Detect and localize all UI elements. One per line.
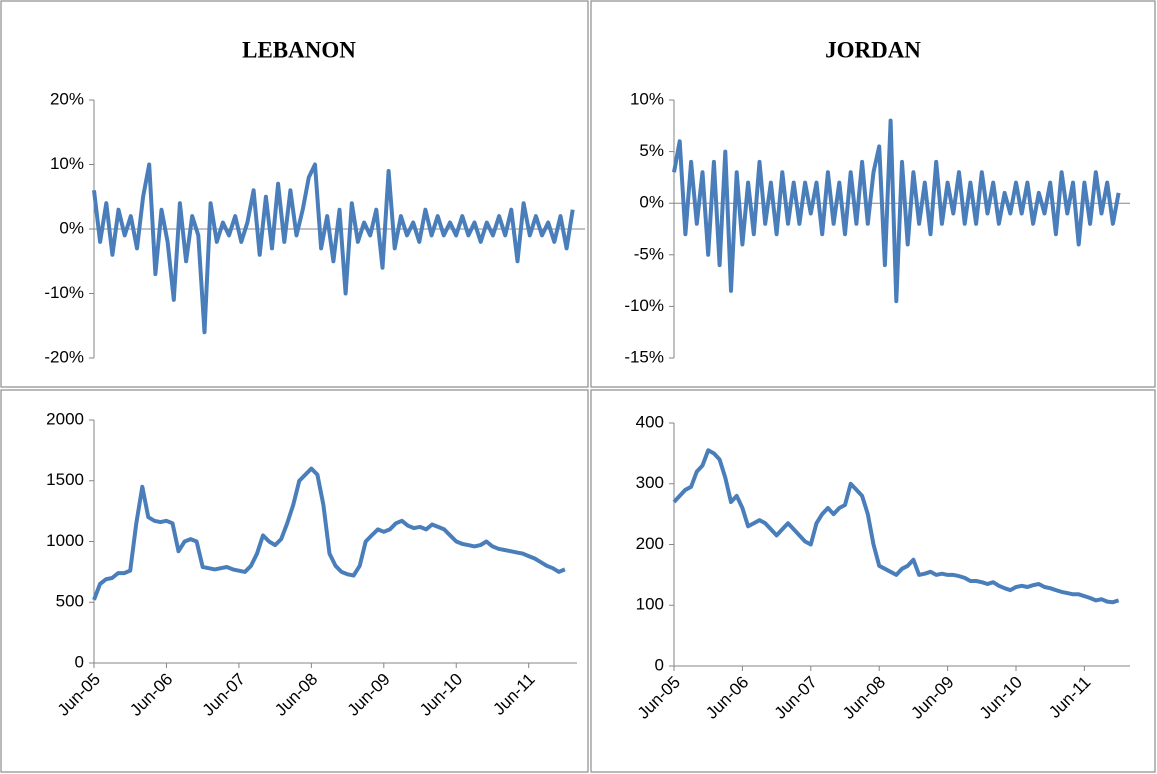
y-tick-label: 100 [636, 595, 664, 614]
x-tick-label: Jun-09 [344, 670, 394, 720]
x-tick-label: Jun-11 [489, 670, 538, 719]
x-tick-label: Jun-09 [907, 673, 957, 723]
data-line [92, 162, 575, 335]
x-tick-label: Jun-05 [634, 673, 684, 723]
x-tick-label: Jun-10 [976, 673, 1026, 723]
y-tick-label: -15% [624, 347, 664, 366]
x-tick-label: Jun-07 [771, 673, 821, 723]
y-tick-label: -20% [44, 347, 84, 366]
y-tick-label: 0 [655, 655, 664, 674]
y-tick-label: 1000 [46, 531, 84, 550]
panel-frame [0, 389, 589, 773]
y-tick-label: 20% [50, 89, 84, 108]
y-tick-label: 200 [636, 534, 664, 553]
chart-title: JORDAN [825, 37, 921, 62]
x-tick-label: Jun-08 [271, 670, 321, 720]
data-line [672, 448, 1120, 605]
x-tick-label: Jun-06 [126, 670, 176, 720]
data-line [92, 466, 566, 601]
x-tick-label: Jun-08 [839, 673, 889, 723]
x-tick-label: Jun-10 [416, 670, 466, 720]
y-tick-label: 0% [639, 193, 664, 212]
y-tick-label: 5% [639, 141, 664, 160]
y-tick-label: 1500 [46, 470, 84, 489]
x-tick-label: Jun-07 [199, 670, 249, 720]
y-tick-label: 500 [56, 592, 84, 611]
y-tick-label: -10% [44, 283, 84, 302]
y-tick-label: 10% [50, 154, 84, 173]
y-tick-label: -10% [624, 296, 664, 315]
panel-frame [590, 389, 1156, 773]
x-tick-label: Jun-11 [1045, 673, 1094, 722]
y-tick-label: 400 [636, 412, 664, 431]
y-tick-label: 0 [75, 652, 84, 671]
panel-frame [0, 0, 589, 388]
y-tick-label: 2000 [46, 409, 84, 428]
x-tick-label: Jun-05 [54, 670, 104, 720]
y-tick-label: 10% [630, 89, 664, 108]
panel-frame [590, 0, 1156, 388]
x-tick-label: Jun-06 [702, 673, 752, 723]
data-line [672, 118, 1121, 304]
y-tick-label: 0% [59, 218, 84, 237]
y-tick-label: 300 [636, 473, 664, 492]
chart-title: LEBANON [242, 37, 356, 62]
y-tick-label: -5% [634, 244, 664, 263]
